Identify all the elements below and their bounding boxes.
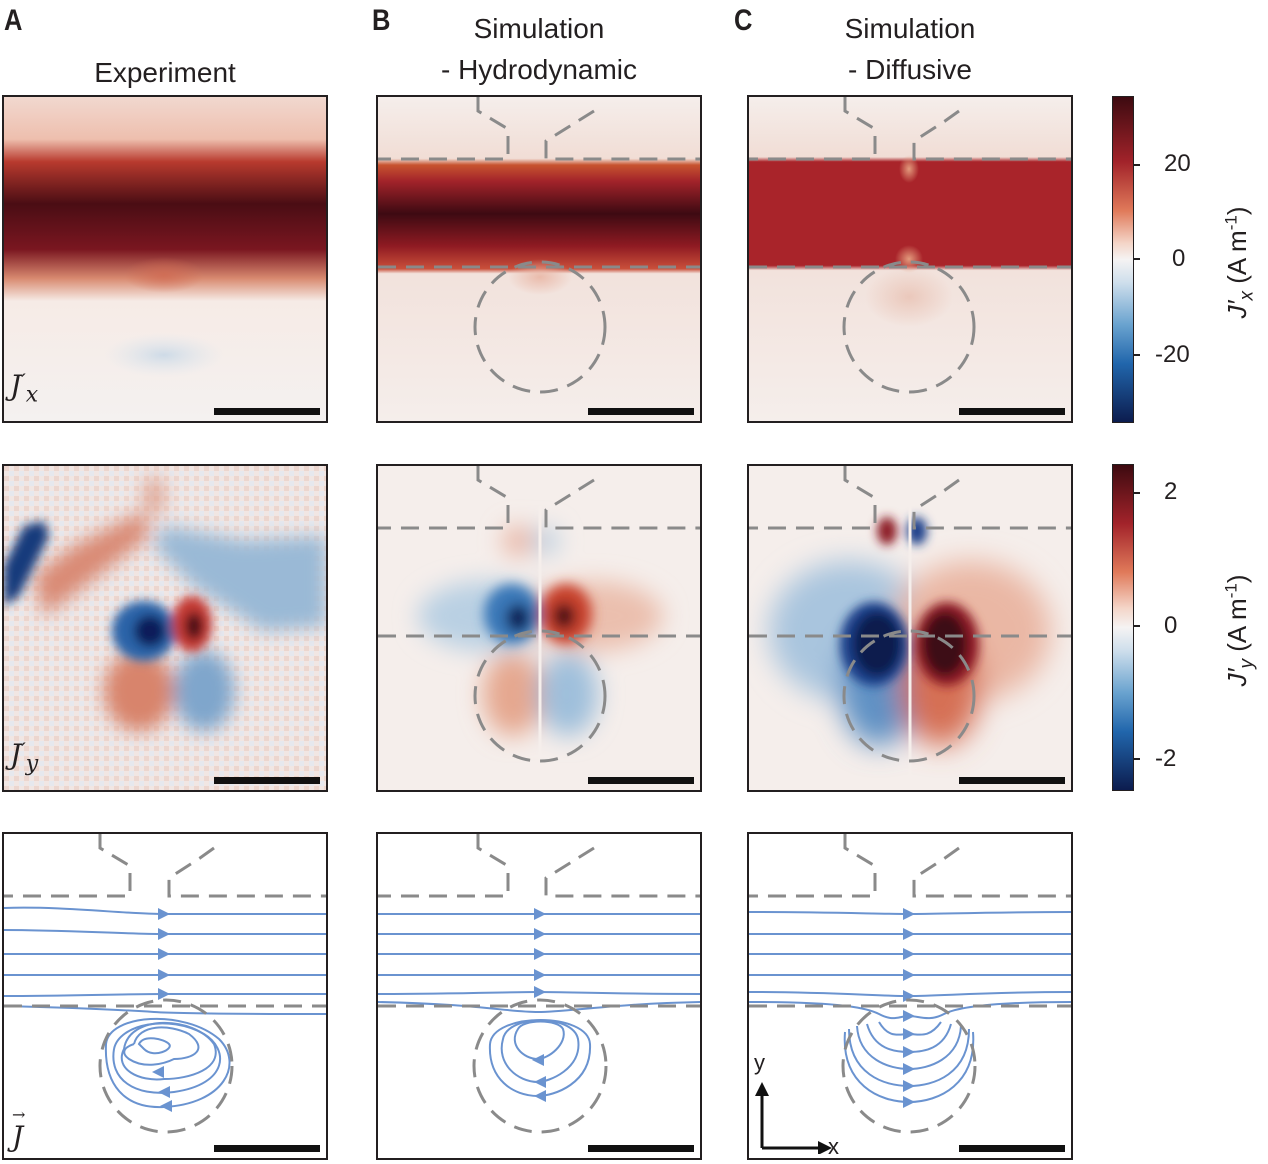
row-label-j-vector: → J	[12, 1105, 26, 1154]
scale-bar	[214, 777, 320, 784]
device-outline	[378, 466, 700, 763]
colorbar-jy	[1112, 464, 1134, 791]
title-close: )	[1222, 574, 1253, 584]
scale-bar	[588, 777, 694, 784]
scale-bar	[588, 1145, 694, 1152]
jy-experiment-heatmap	[4, 466, 326, 790]
panel-c-streamlines	[747, 832, 1073, 1160]
colorbar-jy-tick-0: 0	[1164, 612, 1178, 639]
tick-mark	[1134, 758, 1140, 760]
panel-a-jy-map: J′y	[2, 464, 328, 792]
column-title-line1: Simulation	[473, 13, 605, 44]
row-label-jy: J′y	[10, 738, 38, 777]
stream-arrows	[532, 908, 546, 1102]
colorbar-jx-tick-20: 20	[1164, 150, 1191, 177]
label-base: J	[10, 369, 22, 402]
device-outline	[749, 97, 1071, 394]
label-base: J	[10, 738, 22, 771]
column-title-experiment: Experiment	[94, 57, 236, 88]
colorbar-jy-tick-neg2: -2	[1155, 745, 1177, 772]
label-sub: y	[25, 751, 39, 777]
colorbar-jy-tick-2: 2	[1164, 478, 1178, 505]
label-base: J	[12, 1120, 24, 1153]
label-prime: ′	[21, 738, 26, 762]
tick-mark	[1134, 625, 1140, 627]
streamlines-hydrodynamic	[378, 834, 700, 1134]
title-unit: (A m	[1222, 598, 1253, 659]
label-prime: ′	[21, 369, 26, 393]
title-unit: (A m	[1222, 230, 1253, 291]
column-title-diffusive: Simulation - Diffusive	[747, 8, 1073, 90]
axes-indicator	[755, 1082, 832, 1154]
axis-label-y: y	[754, 1050, 765, 1075]
colorbar-jy-title: J′y (A m-1)	[1222, 530, 1259, 730]
label-sub: x	[25, 382, 39, 408]
y-axis-arrowhead	[755, 1082, 769, 1096]
column-title-line2: - Hydrodynamic	[440, 54, 638, 85]
title-base: J′	[1222, 300, 1253, 319]
scale-bar	[588, 408, 694, 415]
panel-letter-a: A	[4, 4, 23, 37]
panel-b-jx-map	[376, 95, 702, 423]
row-label-jx: J′x	[10, 369, 38, 408]
column-title-line2: - Diffusive	[848, 54, 972, 85]
jx-experiment-heatmap	[4, 97, 326, 421]
column-title-hydrodynamic: Simulation - Hydrodynamic	[376, 8, 702, 90]
colorbar-jx-ticks	[1134, 96, 1184, 423]
tick-mark	[1134, 258, 1140, 260]
stream-arrows	[903, 908, 915, 1108]
panel-b-jy-map	[376, 464, 702, 792]
title-exp: -1	[1221, 583, 1241, 599]
title-close: )	[1222, 206, 1253, 216]
colorbar-jx-title: J′x (A m-1)	[1222, 162, 1259, 362]
scale-bar	[214, 408, 320, 415]
panel-c-jx-map	[747, 95, 1073, 423]
panel-a-jx-map: J′x	[2, 95, 328, 423]
device-outline	[749, 834, 1071, 1134]
scale-bar	[214, 1145, 320, 1152]
device-outline	[4, 834, 326, 1134]
panel-a-streamlines: → J	[2, 832, 328, 1160]
tick-mark	[1134, 354, 1140, 356]
panel-letter-b: B	[372, 4, 391, 37]
colorbar-jx-tick-neg20: -20	[1155, 341, 1190, 368]
jy-hydrodynamic-heatmap	[378, 466, 700, 790]
colorbar-jx	[1112, 96, 1134, 423]
scale-bar	[959, 408, 1065, 415]
title-sub: y	[1236, 658, 1258, 669]
streamlines-experiment	[4, 834, 326, 1134]
x-axis-arrowhead	[818, 1141, 832, 1154]
device-outline	[378, 97, 700, 394]
title-exp: -1	[1221, 215, 1241, 231]
scale-bar	[959, 1145, 1065, 1152]
streamlines-diffusive	[749, 834, 1071, 1134]
device-outline	[749, 466, 1071, 763]
column-title-line1: Simulation	[844, 13, 976, 44]
colorbar-jy-ticks	[1134, 464, 1184, 791]
jx-diffusive-heatmap	[749, 97, 1071, 421]
axis-label-x: x	[828, 1134, 839, 1159]
vector-arrow: →	[12, 1105, 26, 1124]
panel-c-jy-map	[747, 464, 1073, 792]
colorbar-jx-tick-0: 0	[1172, 245, 1186, 272]
title-sub: x	[1236, 290, 1258, 301]
panel-b-streamlines	[376, 832, 702, 1160]
tick-mark	[1134, 164, 1140, 166]
jx-hydrodynamic-heatmap	[378, 97, 700, 421]
scale-bar	[959, 777, 1065, 784]
jy-diffusive-heatmap	[749, 466, 1071, 790]
device-outline	[378, 834, 700, 1134]
panel-letter-c: C	[734, 4, 753, 37]
stream-arrows	[152, 908, 172, 1112]
title-base: J′	[1222, 668, 1253, 687]
tick-mark	[1134, 492, 1140, 494]
